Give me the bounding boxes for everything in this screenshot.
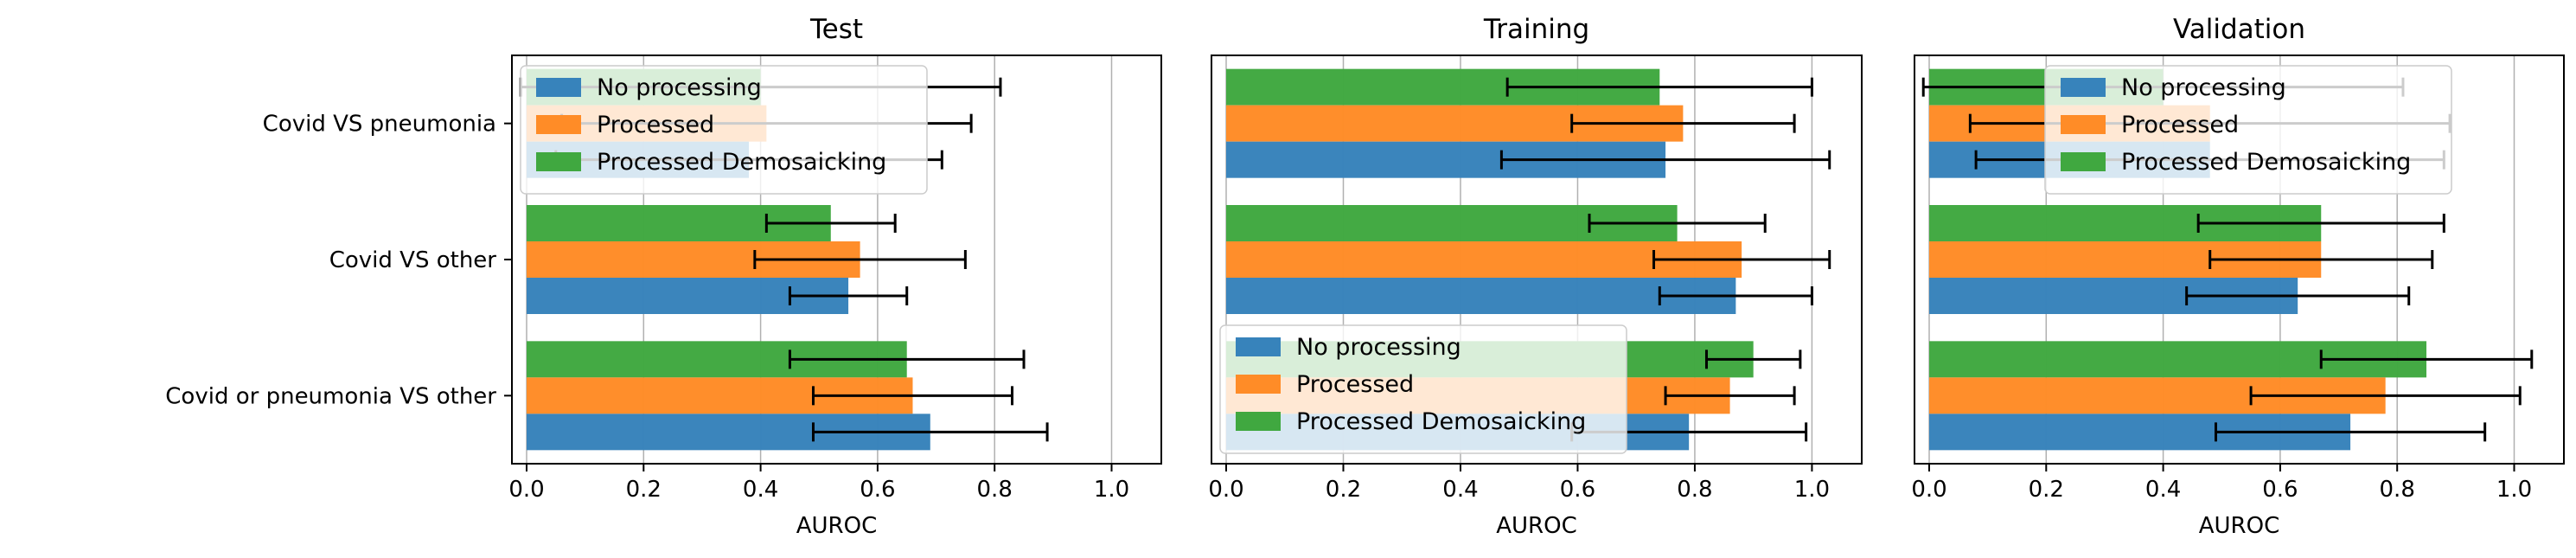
plot-frame xyxy=(1211,55,1863,465)
legend-swatch-processed xyxy=(536,115,581,134)
bar-no-processing-covid-vs-other xyxy=(1226,278,1736,314)
y-category-label: Covid VS pneumonia xyxy=(263,112,496,138)
plot-frame xyxy=(1914,55,2565,465)
x-tick-label: 1.0 xyxy=(2496,477,2532,503)
legend-swatch-processed xyxy=(2061,115,2106,134)
legend-box xyxy=(520,65,928,195)
legend-swatch-processed-demosaicking xyxy=(536,152,581,171)
legend-swatch-processed-demosaicking xyxy=(1236,412,1281,431)
x-tick-label: 0.2 xyxy=(626,477,662,503)
x-tick-label: 0.6 xyxy=(860,477,895,503)
legend-label-processed-demosaicking: Processed Demosaicking xyxy=(597,149,886,176)
legend-box xyxy=(2044,65,2452,195)
y-category-label: Covid or pneumonia VS other xyxy=(165,383,496,409)
legend-swatch-no-processing xyxy=(2061,78,2106,97)
legend-label-no-processing: No processing xyxy=(2121,74,2286,101)
x-tick-label: 0.2 xyxy=(1326,477,1361,503)
x-axis-label: AUROC xyxy=(2199,513,2280,539)
legend-label-no-processing: No processing xyxy=(1296,334,1461,361)
x-tick-label: 0.8 xyxy=(1677,477,1712,503)
x-tick-label: 0.0 xyxy=(1208,477,1243,503)
x-tick-label: 0.6 xyxy=(1560,477,1595,503)
legend-box xyxy=(1219,324,1627,454)
legend-swatch-processed-demosaicking xyxy=(2061,152,2106,171)
legend-label-processed: Processed xyxy=(597,112,714,138)
x-axis-label: AUROC xyxy=(1496,513,1577,539)
x-tick-label: 0.2 xyxy=(2029,477,2064,503)
x-tick-label: 0.4 xyxy=(2145,477,2181,503)
panel-title: Training xyxy=(1483,14,1589,45)
x-tick-label: 0.8 xyxy=(977,477,1013,503)
x-tick-label: 0.0 xyxy=(508,477,544,503)
legend-swatch-processed xyxy=(1236,375,1281,394)
x-tick-label: 1.0 xyxy=(1794,477,1830,503)
legend-label-processed: Processed xyxy=(1296,371,1414,398)
x-tick-label: 0.8 xyxy=(2380,477,2415,503)
legend-swatch-no-processing xyxy=(536,78,581,97)
legend-label-processed: Processed xyxy=(2121,112,2239,138)
y-category-label: Covid VS other xyxy=(329,247,497,273)
legend-label-processed-demosaicking: Processed Demosaicking xyxy=(2121,149,2411,176)
legend-label-no-processing: No processing xyxy=(597,74,762,101)
x-tick-label: 0.4 xyxy=(743,477,778,503)
legend-swatch-no-processing xyxy=(1236,337,1281,356)
x-tick-label: 0.4 xyxy=(1442,477,1478,503)
x-axis-label: AUROC xyxy=(796,513,878,539)
panel-title: Validation xyxy=(2173,14,2305,45)
x-tick-label: 1.0 xyxy=(1094,477,1129,503)
x-tick-label: 0.0 xyxy=(1911,477,1946,503)
legend-label-processed-demosaicking: Processed Demosaicking xyxy=(1296,408,1586,435)
panel-title: Test xyxy=(809,14,863,45)
x-tick-label: 0.6 xyxy=(2262,477,2298,503)
